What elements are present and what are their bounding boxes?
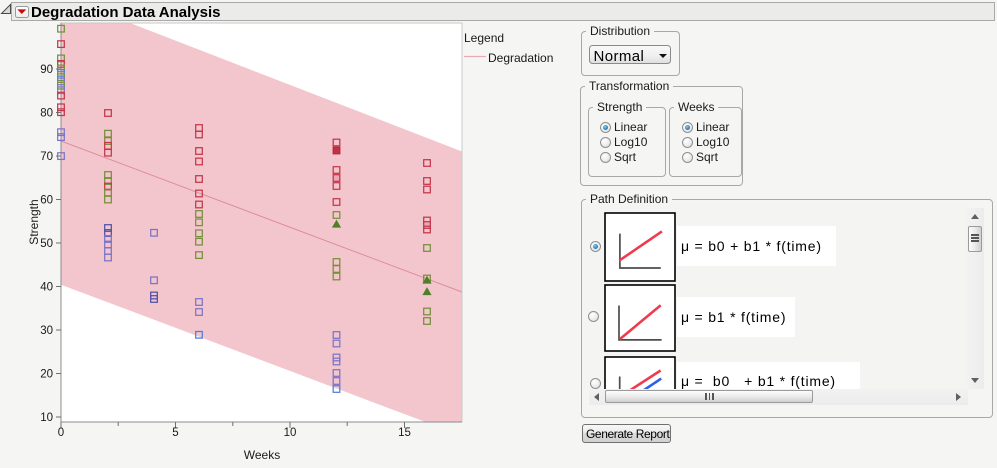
svg-text:40: 40: [40, 282, 53, 294]
svg-text:15: 15: [398, 427, 411, 439]
svg-text:5: 5: [172, 427, 178, 439]
svg-text:0: 0: [58, 427, 64, 439]
svg-text:10: 10: [284, 427, 297, 439]
svg-text:80: 80: [40, 108, 53, 120]
svg-text:30: 30: [40, 325, 53, 337]
svg-text:90: 90: [40, 64, 53, 76]
svg-text:Strength: Strength: [27, 199, 41, 244]
svg-text:10: 10: [40, 412, 53, 424]
svg-text:70: 70: [40, 151, 53, 163]
svg-text:50: 50: [40, 238, 53, 250]
svg-text:20: 20: [40, 369, 53, 381]
svg-text:60: 60: [40, 195, 53, 207]
svg-text:Weeks: Weeks: [244, 448, 280, 462]
